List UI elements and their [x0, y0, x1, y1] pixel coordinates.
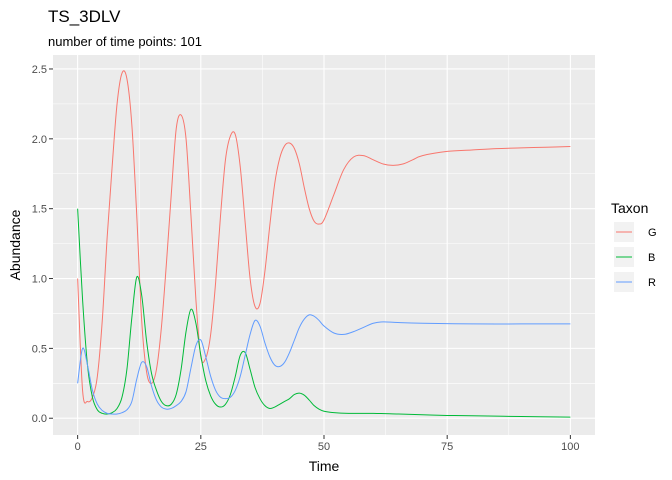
legend-title: Taxon: [611, 200, 648, 216]
y-tick-label: 1.5: [32, 204, 47, 216]
chart-subtitle: number of time points: 101: [48, 34, 202, 49]
y-tick-label: 0.0: [32, 413, 47, 425]
x-axis-ticks: 0 25 50 75 100: [75, 435, 580, 453]
y-axis-ticks: 0.0 0.5 1.0 1.5 2.0 2.5: [32, 64, 53, 425]
x-tick-label: 0: [75, 441, 81, 453]
x-tick-label: 50: [318, 441, 330, 453]
x-tick-label: 100: [561, 441, 579, 453]
y-tick-label: 2.0: [32, 134, 47, 146]
series-line-g: [77, 70, 571, 404]
series-lines: [77, 70, 571, 418]
series-line-b: [77, 208, 571, 418]
x-tick-label: 25: [195, 441, 207, 453]
y-tick-label: 1.0: [32, 274, 47, 286]
series-line-r: [77, 314, 571, 415]
legend-label-b: B: [648, 252, 655, 264]
legend-items: G B R: [614, 222, 657, 292]
legend-label-g: G: [648, 227, 657, 239]
chart-title: TS_3DLV: [48, 7, 121, 26]
x-tick-label: 75: [441, 441, 453, 453]
legend: Taxon G B R: [611, 200, 657, 292]
y-tick-label: 2.5: [32, 64, 47, 76]
x-axis-title: Time: [309, 458, 340, 474]
y-axis-title: Abundance: [7, 209, 23, 280]
y-tick-label: 0.5: [32, 343, 47, 355]
legend-label-r: R: [648, 277, 656, 289]
